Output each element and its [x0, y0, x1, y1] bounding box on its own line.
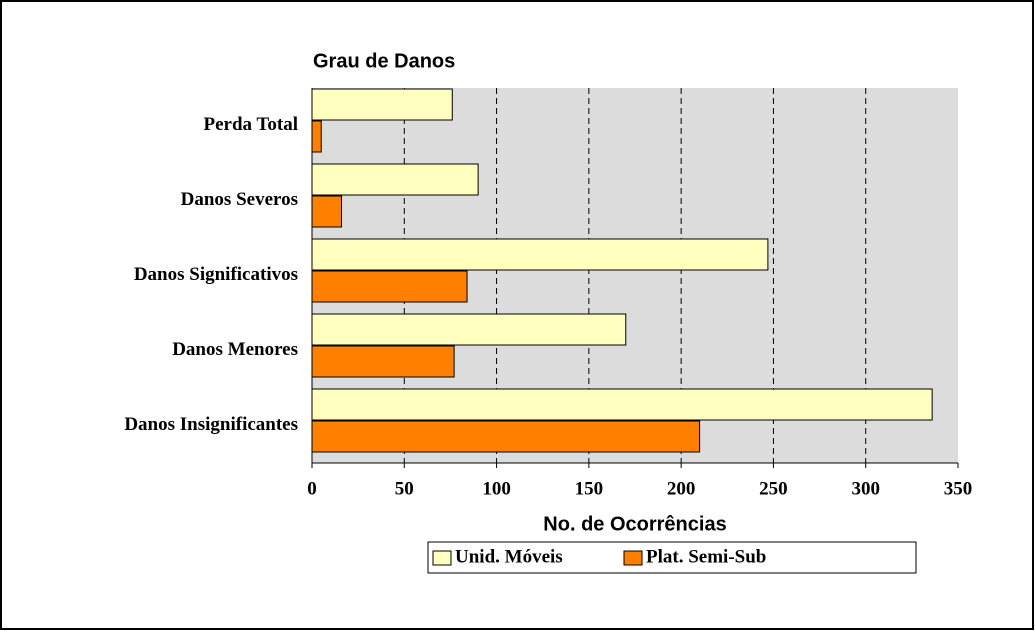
legend-label: Unid. Móveis	[455, 546, 563, 567]
bar	[311, 388, 933, 421]
bar	[311, 163, 479, 196]
legend-swatch	[623, 550, 643, 566]
bar	[311, 345, 455, 378]
bar	[311, 270, 468, 303]
x-tick-label: 350	[944, 478, 973, 499]
legend	[427, 541, 917, 574]
y-tick-label: Danos Menores	[172, 339, 298, 360]
x-tick-label: 150	[575, 478, 604, 499]
y-tick-label: Danos Insignificantes	[124, 414, 298, 435]
bar	[311, 313, 627, 346]
legend-swatch	[432, 550, 452, 566]
y-tick-label: Perda Total	[204, 114, 298, 135]
bar	[311, 195, 343, 228]
bar	[311, 120, 322, 153]
bar	[311, 420, 701, 453]
bar	[311, 238, 769, 271]
x-tick-label: 200	[667, 478, 696, 499]
legend-label: Plat. Semi-Sub	[646, 546, 766, 567]
x-tick-label: 100	[482, 478, 511, 499]
x-axis-label: No. de Ocorrências	[543, 513, 726, 535]
bar	[311, 88, 453, 121]
y-tick-label: Danos Significativos	[134, 264, 298, 285]
chart-title: Grau de Danos	[313, 50, 455, 72]
x-tick-label: 0	[307, 478, 317, 499]
y-tick-label: Danos Severos	[181, 189, 298, 210]
x-tick-label: 250	[759, 478, 788, 499]
x-tick-label: 300	[851, 478, 880, 499]
x-tick-label: 50	[395, 478, 414, 499]
